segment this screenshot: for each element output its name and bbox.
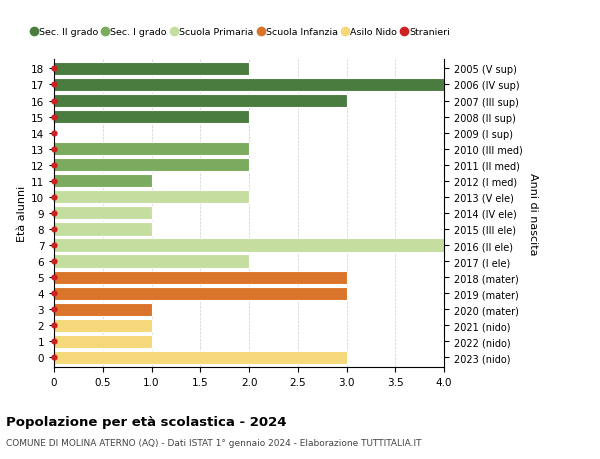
- Legend: Sec. II grado, Sec. I grado, Scuola Primaria, Scuola Infanzia, Asilo Nido, Stran: Sec. II grado, Sec. I grado, Scuola Prim…: [28, 24, 454, 41]
- Bar: [54, 95, 347, 108]
- Y-axis label: Età alunni: Età alunni: [17, 185, 27, 241]
- Bar: [54, 111, 249, 124]
- Bar: [54, 159, 249, 172]
- Bar: [54, 143, 249, 156]
- Bar: [54, 207, 151, 220]
- Bar: [54, 303, 151, 316]
- Bar: [54, 319, 151, 332]
- Bar: [54, 191, 249, 204]
- Bar: [54, 239, 444, 252]
- Text: COMUNE DI MOLINA ATERNO (AQ) - Dati ISTAT 1° gennaio 2024 - Elaborazione TUTTITA: COMUNE DI MOLINA ATERNO (AQ) - Dati ISTA…: [6, 438, 421, 448]
- Bar: [54, 271, 347, 284]
- Bar: [54, 335, 151, 348]
- Bar: [54, 79, 444, 92]
- Bar: [54, 63, 249, 76]
- Y-axis label: Anni di nascita: Anni di nascita: [528, 172, 538, 255]
- Bar: [54, 351, 347, 364]
- Bar: [54, 175, 151, 188]
- Bar: [54, 223, 151, 236]
- Text: Popolazione per età scolastica - 2024: Popolazione per età scolastica - 2024: [6, 415, 287, 428]
- Bar: [54, 287, 347, 300]
- Bar: [54, 255, 249, 268]
